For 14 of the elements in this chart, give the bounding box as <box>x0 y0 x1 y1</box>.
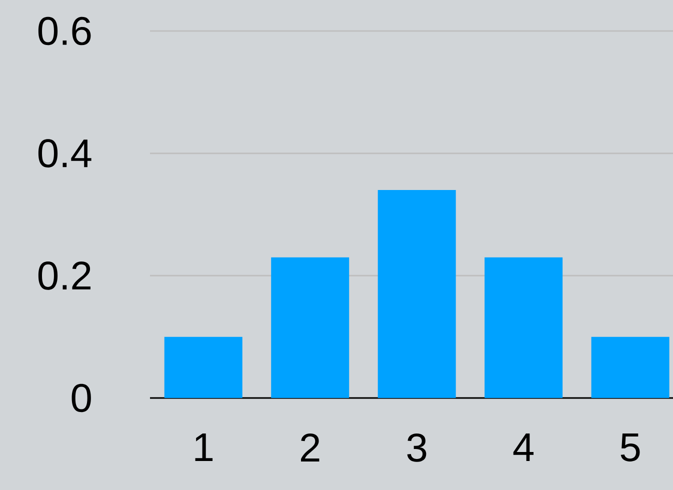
x-tick-label: 1 <box>195 434 213 462</box>
bar <box>591 336 670 398</box>
y-tick-label: 0.4 <box>38 139 92 168</box>
bar <box>378 190 456 398</box>
y-tick-label: 0 <box>72 384 91 412</box>
y-tick-label: 0.6 <box>38 16 91 46</box>
bar <box>271 257 350 398</box>
bar <box>484 257 563 398</box>
x-tick-label: 4 <box>513 434 534 462</box>
x-tick-label: 3 <box>407 434 426 462</box>
x-tick-label: 5 <box>620 434 640 462</box>
y-tick-label: 0.2 <box>38 262 90 290</box>
x-tick-label: 2 <box>300 434 320 462</box>
bar <box>164 336 242 398</box>
